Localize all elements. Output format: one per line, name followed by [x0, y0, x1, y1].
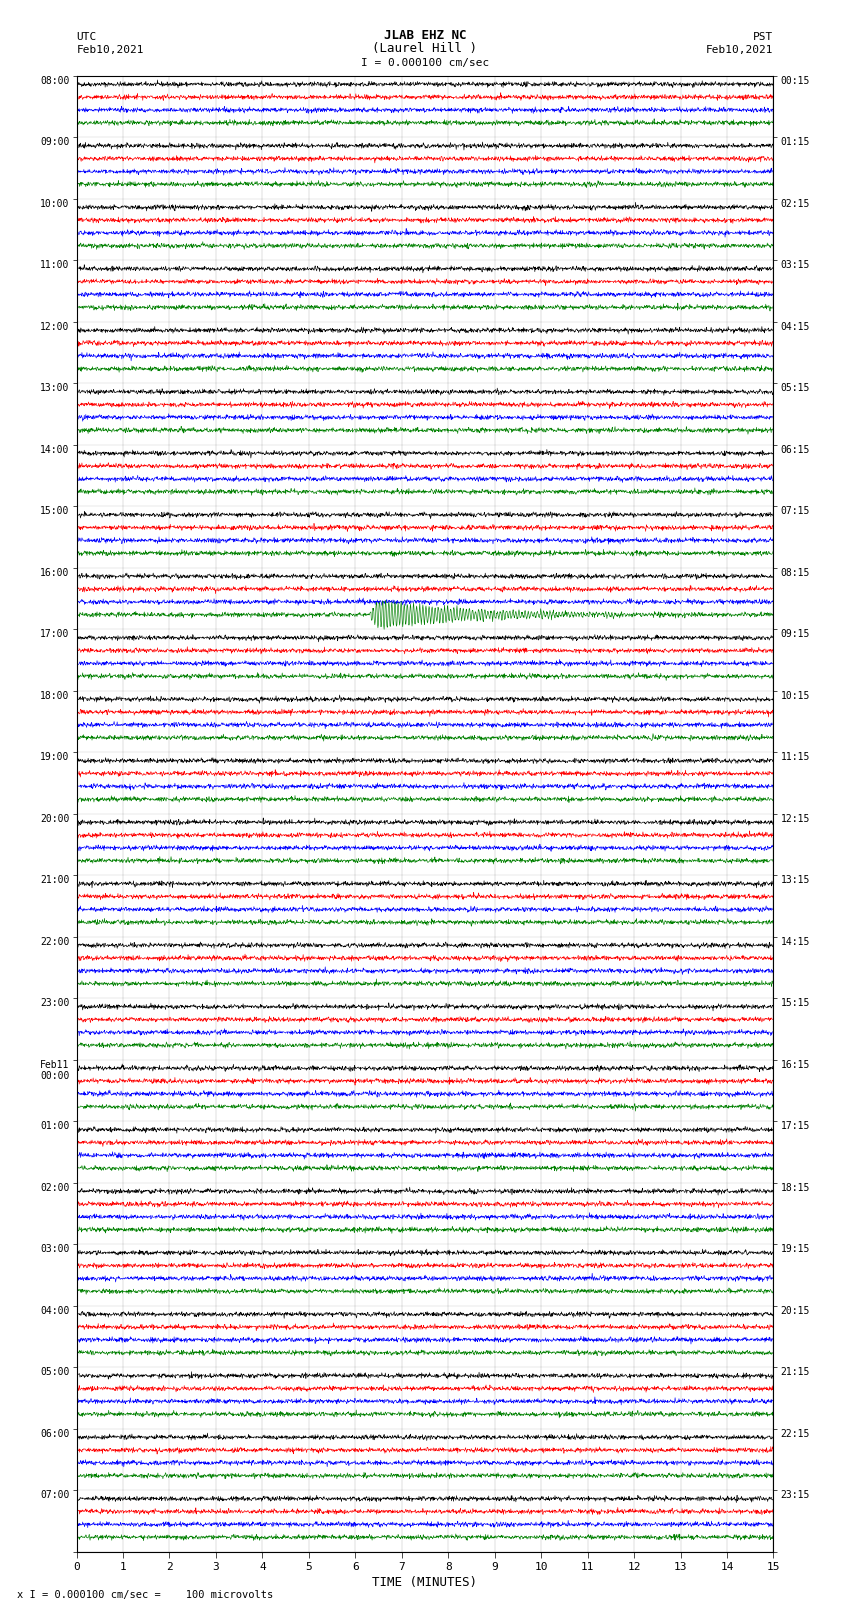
Text: Feb10,2021: Feb10,2021 [76, 45, 144, 55]
Text: JLAB EHZ NC: JLAB EHZ NC [383, 29, 467, 42]
Text: PST: PST [753, 32, 774, 42]
Text: (Laurel Hill ): (Laurel Hill ) [372, 42, 478, 55]
Text: x I = 0.000100 cm/sec =    100 microvolts: x I = 0.000100 cm/sec = 100 microvolts [17, 1590, 273, 1600]
Text: I = 0.000100 cm/sec: I = 0.000100 cm/sec [361, 58, 489, 68]
Text: Feb10,2021: Feb10,2021 [706, 45, 774, 55]
X-axis label: TIME (MINUTES): TIME (MINUTES) [372, 1576, 478, 1589]
Text: UTC: UTC [76, 32, 97, 42]
